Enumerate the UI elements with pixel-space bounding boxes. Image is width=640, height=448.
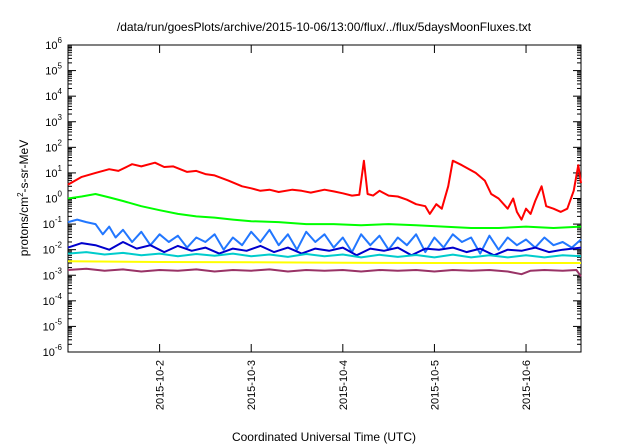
y-tick-exponent: -5 — [55, 317, 63, 326]
y-tick-label: 106 — [45, 36, 62, 52]
y-tick-label: 10-1 — [43, 215, 63, 231]
y-tick-exponent: 5 — [58, 62, 63, 71]
series-line-7 — [67, 267, 582, 277]
y-tick-base: 10 — [45, 40, 57, 52]
y-tick-label: 105 — [45, 62, 62, 78]
y-tick-exponent: 2 — [58, 138, 63, 147]
y-tick-exponent: 6 — [58, 36, 63, 45]
y-tick-base: 10 — [45, 194, 57, 206]
y-tick-base: 10 — [45, 66, 57, 78]
y-axis-label: protons/cm2-s-sr-MeV — [16, 140, 31, 256]
x-tick-label: 2015-10-4 — [338, 360, 350, 410]
y-tick-exponent: -1 — [55, 215, 63, 224]
y-tick-exponent: 0 — [58, 190, 63, 199]
y-tick-label: 10-6 — [43, 343, 63, 359]
series-line-6 — [67, 260, 581, 264]
plot-frame — [67, 44, 582, 353]
y-tick-exponent: 1 — [58, 164, 63, 173]
y-tick-exponent: 3 — [58, 113, 63, 122]
x-axis: 2015-10-2 2015-10-3 2015-10-4 2015-10-5 2015… — [155, 45, 533, 410]
series-line-3 — [67, 218, 582, 255]
series-group — [67, 159, 582, 277]
y-tick-label: 10-5 — [43, 317, 63, 333]
y-tick-label: 10-2 — [43, 241, 63, 257]
y-tick-base: 10 — [45, 117, 57, 129]
y-tick-label: 10-4 — [43, 292, 63, 308]
y-tick-label: 103 — [45, 113, 62, 129]
series-line-5 — [67, 251, 582, 259]
y-tick-base: 10 — [43, 321, 55, 333]
chart-title: /data/run/goesPlots/archive/2015-10-06/1… — [117, 20, 532, 34]
y-tick-label: 100 — [45, 190, 62, 206]
x-axis-label: Coordinated Universal Time (UTC) — [232, 430, 416, 444]
y-tick-base: 10 — [43, 347, 55, 359]
y-tick-exponent: -6 — [55, 343, 63, 352]
y-tick-base: 10 — [43, 245, 55, 257]
series-line-2 — [67, 193, 582, 229]
y-tick-base: 10 — [45, 142, 57, 154]
y-tick-exponent: -2 — [55, 241, 63, 250]
series-line-4 — [67, 241, 582, 257]
x-tick-label: 2015-10-6 — [521, 360, 533, 410]
y-tick-label: 101 — [45, 164, 62, 180]
x-tick-label: 2015-10-3 — [246, 360, 258, 410]
y-tick-exponent: 4 — [58, 87, 63, 96]
y-tick-exponent: -3 — [55, 266, 63, 275]
plot-area: 10-610-510-410-310-210-11001011021031041… — [43, 36, 582, 410]
y-tick-label: 104 — [45, 87, 62, 103]
y-tick-base: 10 — [43, 270, 55, 282]
y-tick-label: 102 — [45, 138, 62, 154]
y-tick-base: 10 — [45, 91, 57, 103]
x-tick-label: 2015-10-5 — [429, 360, 441, 410]
x-tick-label: 2015-10-2 — [155, 360, 167, 410]
y-axis: 10-610-510-410-310-210-11001011021031041… — [43, 36, 581, 359]
y-tick-base: 10 — [45, 168, 57, 180]
series-line-1 — [67, 159, 582, 221]
y-tick-exponent: -4 — [55, 292, 63, 301]
y-tick-base: 10 — [43, 219, 55, 231]
y-tick-base: 10 — [43, 296, 55, 308]
y-tick-label: 10-3 — [43, 266, 63, 282]
